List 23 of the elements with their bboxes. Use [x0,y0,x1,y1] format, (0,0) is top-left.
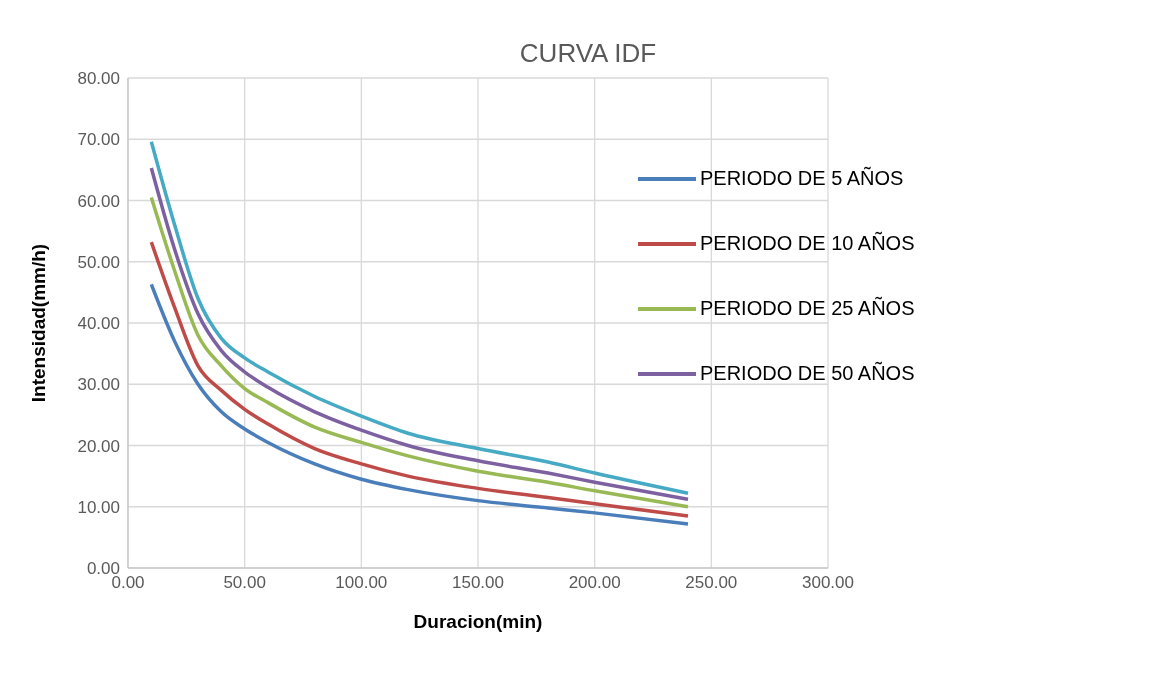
x-tick-label: 250.00 [685,573,738,593]
y-tick-label: 50.00 [77,252,120,272]
legend-label: PERIODO DE 25 AÑOS [700,297,915,320]
x-tick-label: 150.00 [452,573,504,593]
chart-title: CURVA IDF [518,38,658,69]
x-tick-label: 100.00 [335,573,388,593]
x-tick-label: 50.00 [223,573,266,593]
x-tick-label: 300.00 [802,573,854,593]
x-axis-title: Duracion(min) [413,611,543,632]
y-tick-label: 60.00 [77,191,120,211]
y-axis-title: Intensidad(mm/h) [27,243,49,403]
x-tick-label: 200.00 [568,573,621,593]
y-tick-label: 20.00 [77,436,120,456]
y-tick-label: 70.00 [77,130,120,150]
legend-label: PERIODO DE 5 AÑOS [700,167,904,190]
y-tick-label: 30.00 [77,375,120,395]
legend-label: PERIODO DE 50 AÑOS [700,362,915,385]
y-tick-label: 10.00 [77,497,120,517]
line-series [149,282,690,526]
legend-label: PERIODO DE 10 AÑOS [700,232,915,255]
line-series [149,240,690,518]
y-tick-label: 40.00 [77,314,120,334]
y-tick-label: 80.00 [77,69,120,89]
